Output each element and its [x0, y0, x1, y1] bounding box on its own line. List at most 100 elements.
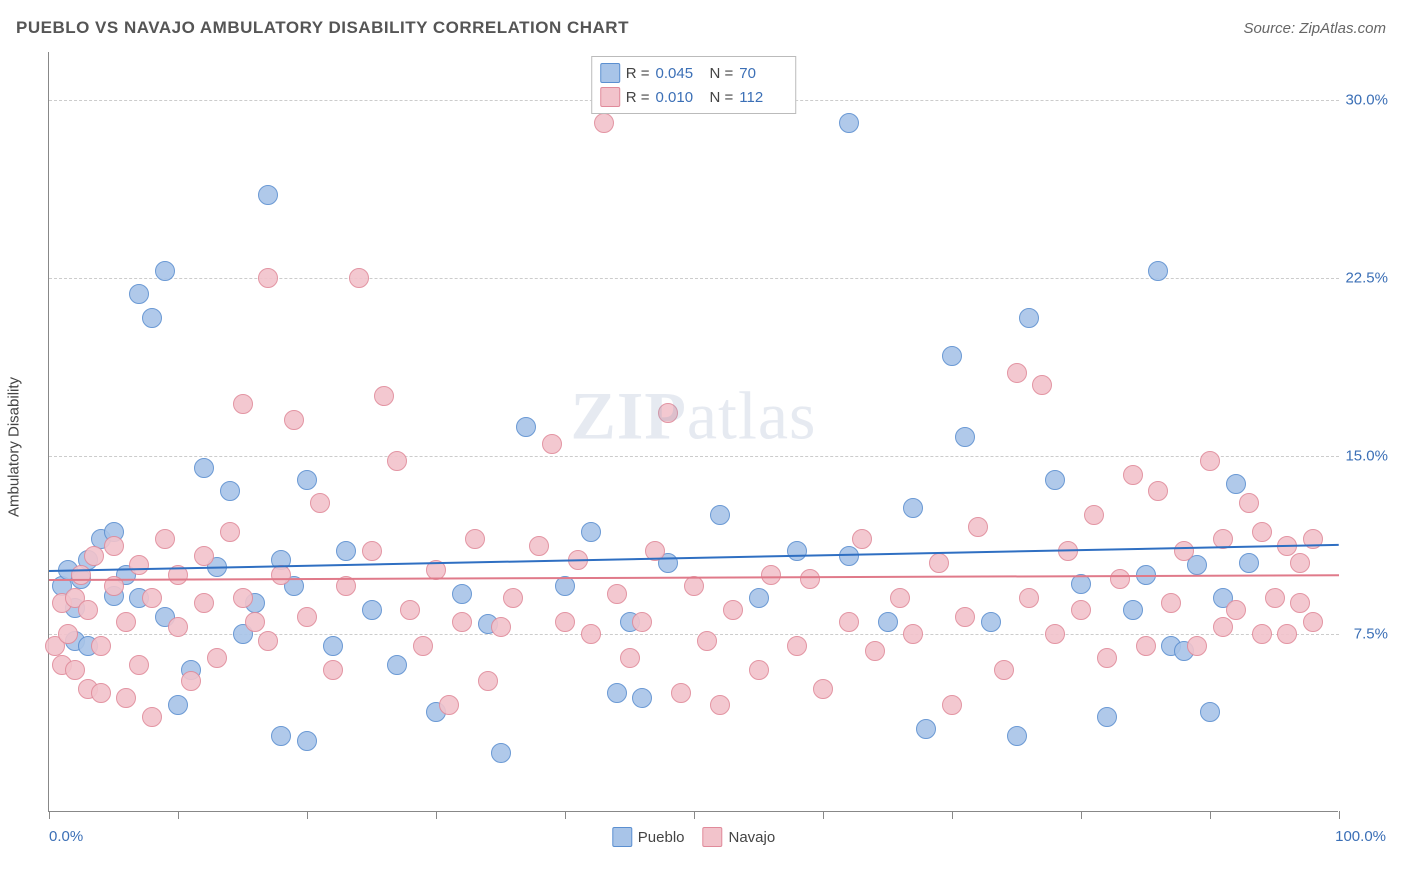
data-point: [749, 588, 769, 608]
data-point: [787, 636, 807, 656]
gridline: [49, 278, 1339, 279]
data-point: [555, 576, 575, 596]
data-point: [516, 417, 536, 437]
data-point: [1097, 707, 1117, 727]
y-tick-label: 15.0%: [1340, 447, 1388, 464]
data-point: [1252, 624, 1272, 644]
data-point: [207, 648, 227, 668]
x-axis-min-label: 0.0%: [49, 828, 83, 845]
data-point: [323, 660, 343, 680]
legend-stats: R = 0.045 N = 70 R = 0.010 N = 112: [591, 56, 797, 114]
data-point: [1161, 593, 1181, 613]
data-point: [1071, 600, 1091, 620]
data-point: [1290, 593, 1310, 613]
data-point: [58, 624, 78, 644]
data-point: [233, 588, 253, 608]
data-point: [1200, 702, 1220, 722]
data-point: [1174, 541, 1194, 561]
x-tick: [178, 811, 179, 819]
x-tick: [49, 811, 50, 819]
data-point: [439, 695, 459, 715]
x-tick: [1081, 811, 1082, 819]
data-point: [658, 403, 678, 423]
data-point: [555, 612, 575, 632]
data-point: [1110, 569, 1130, 589]
y-axis-title: Ambulatory Disability: [6, 377, 23, 517]
data-point: [955, 607, 975, 627]
data-point: [1265, 588, 1285, 608]
data-point: [878, 612, 898, 632]
pueblo-label: Pueblo: [638, 829, 685, 846]
x-tick: [307, 811, 308, 819]
r-label: R =: [626, 65, 650, 82]
data-point: [297, 470, 317, 490]
x-tick: [1339, 811, 1340, 819]
data-point: [116, 688, 136, 708]
data-point: [84, 546, 104, 566]
data-point: [168, 695, 188, 715]
data-point: [258, 631, 278, 651]
data-point: [581, 522, 601, 542]
data-point: [362, 600, 382, 620]
data-point: [452, 584, 472, 604]
data-point: [194, 593, 214, 613]
navajo-r-value: 0.010: [656, 89, 704, 106]
data-point: [491, 617, 511, 637]
data-point: [671, 683, 691, 703]
data-point: [903, 498, 923, 518]
data-point: [1303, 612, 1323, 632]
data-point: [78, 600, 98, 620]
data-point: [284, 410, 304, 430]
chart-title: PUEBLO VS NAVAJO AMBULATORY DISABILITY C…: [16, 18, 629, 38]
data-point: [142, 707, 162, 727]
data-point: [503, 588, 523, 608]
data-point: [1084, 505, 1104, 525]
navajo-swatch-icon: [600, 87, 620, 107]
legend-stats-row-pueblo: R = 0.045 N = 70: [600, 61, 788, 85]
data-point: [349, 268, 369, 288]
pueblo-swatch-icon: [600, 63, 620, 83]
data-point: [1290, 553, 1310, 573]
data-point: [994, 660, 1014, 680]
gridline: [49, 456, 1339, 457]
data-point: [787, 541, 807, 561]
data-point: [1097, 648, 1117, 668]
data-point: [710, 505, 730, 525]
data-point: [1136, 636, 1156, 656]
y-tick-label: 30.0%: [1340, 91, 1388, 108]
data-point: [387, 451, 407, 471]
data-point: [1148, 261, 1168, 281]
pueblo-n-value: 70: [739, 65, 787, 82]
data-point: [1123, 465, 1143, 485]
navajo-label: Navajo: [729, 829, 776, 846]
data-point: [168, 617, 188, 637]
x-tick: [694, 811, 695, 819]
x-tick: [436, 811, 437, 819]
data-point: [297, 731, 317, 751]
data-point: [800, 569, 820, 589]
data-point: [1226, 600, 1246, 620]
navajo-swatch-icon: [703, 827, 723, 847]
data-point: [297, 607, 317, 627]
data-point: [697, 631, 717, 651]
data-point: [220, 522, 240, 542]
data-point: [245, 612, 265, 632]
data-point: [981, 612, 1001, 632]
data-point: [865, 641, 885, 661]
data-point: [1123, 600, 1143, 620]
data-point: [1239, 553, 1259, 573]
data-point: [91, 683, 111, 703]
data-point: [607, 683, 627, 703]
data-point: [374, 386, 394, 406]
pueblo-swatch-icon: [612, 827, 632, 847]
data-point: [155, 261, 175, 281]
legend-item-navajo: Navajo: [703, 827, 776, 847]
data-point: [968, 517, 988, 537]
data-point: [362, 541, 382, 561]
data-point: [1200, 451, 1220, 471]
data-point: [491, 743, 511, 763]
x-axis-max-label: 100.0%: [1335, 828, 1386, 845]
legend-stats-row-navajo: R = 0.010 N = 112: [600, 85, 788, 109]
plot-area: ZIPatlas R = 0.045 N = 70 R = 0.010 N = …: [48, 52, 1338, 812]
data-point: [258, 185, 278, 205]
